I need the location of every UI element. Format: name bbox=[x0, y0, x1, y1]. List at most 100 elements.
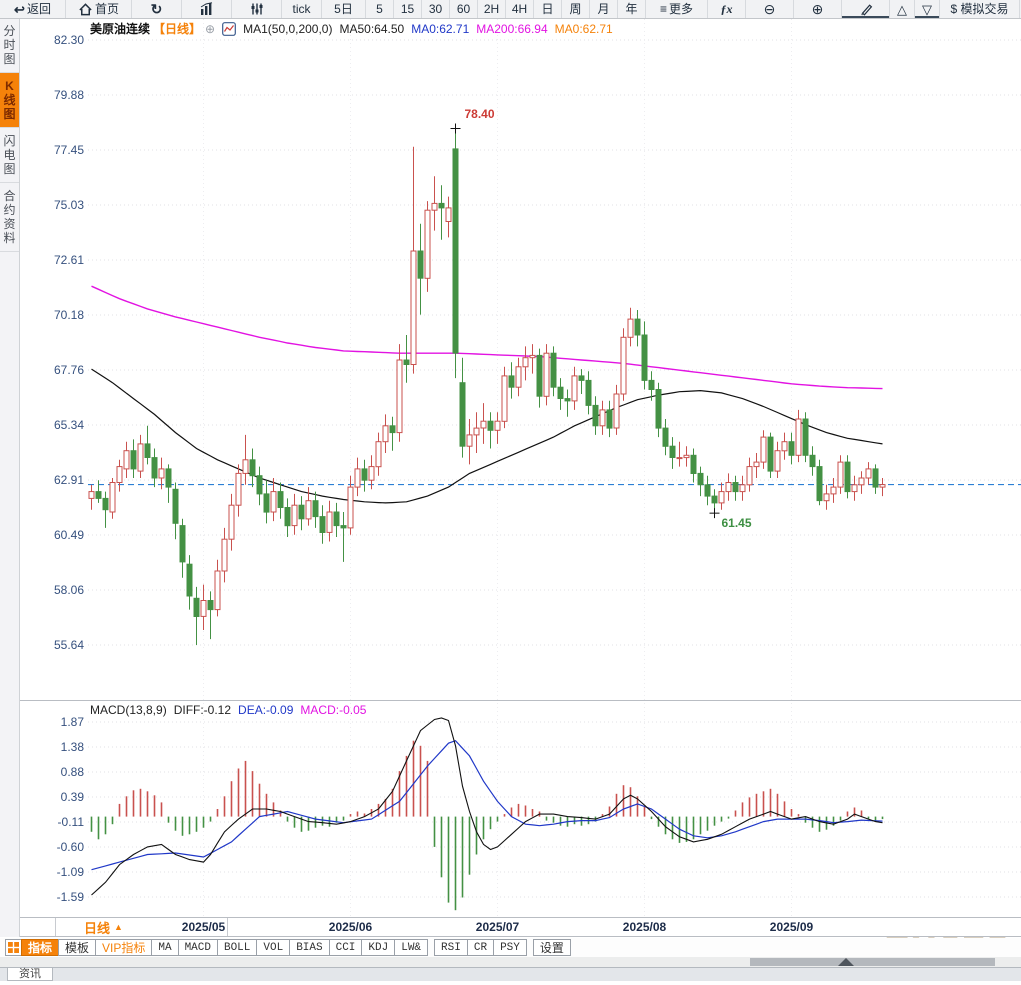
macd-axis-label: 0.39 bbox=[60, 790, 84, 804]
toolbar-draw-icon[interactable] bbox=[842, 0, 890, 18]
macd-axis-label: -0.11 bbox=[57, 815, 84, 829]
toolbar-period-year-button[interactable]: 年 bbox=[618, 0, 646, 18]
tab-vip-indicators[interactable]: VIP指标 bbox=[95, 939, 153, 956]
period-selector[interactable]: 日线 ▲ bbox=[55, 918, 228, 936]
price-axis-label: 77.45 bbox=[53, 143, 84, 157]
ma0-blue-value: MA0:62.71 bbox=[411, 21, 470, 36]
indicator-grid-icon[interactable] bbox=[5, 939, 22, 956]
price-axis-label: 62.91 bbox=[53, 473, 84, 487]
sidebar-item-flash-chart[interactable]: 闪电图 bbox=[0, 128, 19, 183]
toolbar-back-button[interactable]: ↩ 返回 bbox=[0, 0, 66, 18]
macd-axis-label: -1.59 bbox=[56, 890, 84, 904]
toolbar-period-60-button[interactable]: 60 bbox=[450, 0, 478, 18]
tab-lw[interactable]: LW& bbox=[394, 939, 429, 956]
top-toolbar: ↩ 返回 首页 ↻ tick 5日 5 15 30 60 2H 4H 日周月年 ≡ 更多 ƒx ⊖ ⊕ △ ▽ $ 模拟… bbox=[0, 0, 1021, 19]
toolbar-period-15-button[interactable]: 15 bbox=[394, 0, 422, 18]
price-axis-label: 72.61 bbox=[53, 253, 84, 267]
price-axis-label: 70.18 bbox=[53, 308, 84, 322]
tab-rsi[interactable]: RSI bbox=[434, 939, 468, 956]
price-axis-label: 65.34 bbox=[53, 418, 84, 432]
tab-bias[interactable]: BIAS bbox=[289, 939, 330, 956]
macd-axis-label: 0.88 bbox=[60, 765, 84, 779]
tab-templates[interactable]: 模板 bbox=[58, 939, 97, 956]
macd-axis-label: 1.38 bbox=[60, 740, 84, 754]
price-axis-label: 58.06 bbox=[53, 583, 84, 597]
toolbar-shape-up-icon[interactable]: △ bbox=[890, 0, 915, 18]
news-tab[interactable]: 资讯 bbox=[7, 968, 53, 981]
x-axis-label: 2025/09 bbox=[769, 920, 814, 934]
macd-axis-label: -0.60 bbox=[56, 840, 84, 854]
tab-cci[interactable]: CCI bbox=[328, 939, 363, 956]
x-axis-label: 2025/08 bbox=[622, 920, 667, 934]
x-axis-label: 2025/07 bbox=[475, 920, 520, 934]
toolbar-period-4h-button[interactable]: 4H bbox=[506, 0, 534, 18]
toolbar-period-30-button[interactable]: 30 bbox=[422, 0, 450, 18]
tab-macd[interactable]: MACD bbox=[177, 939, 218, 956]
scrollbar-grip-icon[interactable] bbox=[838, 958, 854, 966]
toolbar-tick-button[interactable]: tick bbox=[282, 0, 322, 18]
toolbar-shape-down-icon[interactable]: ▽ bbox=[915, 0, 940, 18]
tab-boll[interactable]: BOLL bbox=[216, 939, 258, 956]
sidebar-item-contract-info[interactable]: 合约资料 bbox=[0, 183, 19, 252]
price-axis-label: 67.76 bbox=[53, 363, 84, 377]
sidebar-item-kline-chart[interactable]: K线图 bbox=[0, 73, 19, 128]
kline-style-icon[interactable] bbox=[222, 21, 236, 36]
tab-cr[interactable]: CR bbox=[466, 939, 495, 956]
price-axis-label: 75.03 bbox=[53, 198, 84, 212]
tab-kdj[interactable]: KDJ bbox=[361, 939, 396, 956]
price-chart-panel[interactable] bbox=[20, 18, 1021, 700]
toolbar-period-2h-button[interactable]: 2H bbox=[478, 0, 506, 18]
ma200-value: MA200:66.94 bbox=[476, 21, 548, 36]
toolbar-fx-button[interactable]: ƒx bbox=[708, 0, 746, 18]
price-legend: 美原油连续 【日线】 ⊕ MA1(50,0,200,0) MA50:64.50 … bbox=[90, 20, 613, 37]
sidebar-item-time-chart[interactable]: 分时图 bbox=[0, 18, 19, 73]
toolbar-zoom-in-icon[interactable]: ⊕ bbox=[794, 0, 842, 18]
toolbar-period-day-button[interactable]: 日 bbox=[534, 0, 562, 18]
period-label: 【日线】 bbox=[153, 22, 202, 36]
x-axis-row: 日线 ▲ 2025/05 2025/06 2025/07 2025/08 2025/09 bbox=[20, 918, 1021, 937]
macd-params: MACD(13,8,9) bbox=[90, 703, 167, 717]
tab-indicators[interactable]: 指标 bbox=[21, 939, 60, 956]
triangle-up-icon: ▲ bbox=[114, 922, 123, 932]
high-annotation: 78.40 bbox=[464, 106, 495, 121]
diff-value: DIFF:-0.12 bbox=[173, 703, 232, 717]
toolbar-sim-trade-button[interactable]: $ 模拟交易 bbox=[940, 0, 1020, 18]
price-axis-label: 55.64 bbox=[53, 638, 84, 652]
tab-psy[interactable]: PSY bbox=[493, 939, 527, 956]
x-axis-label: 2025/06 bbox=[328, 920, 373, 934]
tab-settings[interactable]: 设置 bbox=[532, 939, 571, 956]
news-bar: 资讯 bbox=[0, 967, 1021, 981]
ma0-orange-value: MA0:62.71 bbox=[554, 21, 613, 36]
indicator-tabs-row: 指标 模板 VIP指标 MA MACD BOLL VOL BIAS CCI KDJ LW& RSI CR… bbox=[0, 938, 1021, 957]
macd-legend: MACD(13,8,9) DIFF:-0.12 DEA:-0.09 MACD:-… bbox=[90, 703, 366, 717]
toolbar-zoom-out-icon[interactable]: ⊖ bbox=[746, 0, 794, 18]
toolbar-chart-type-icon[interactable] bbox=[182, 0, 232, 18]
toolbar-home-button[interactable]: 首页 bbox=[66, 0, 132, 18]
toolbar-indicator-style-icon[interactable] bbox=[232, 0, 282, 18]
toolbar-refresh-icon[interactable]: ↻ bbox=[132, 0, 182, 18]
chart-scrollbar[interactable] bbox=[0, 957, 1021, 967]
low-annotation: 61.45 bbox=[721, 516, 752, 531]
ma-params: MA1(50,0,200,0) bbox=[243, 21, 333, 36]
macd-panel[interactable] bbox=[20, 700, 1021, 918]
x-axis-label: 2025/05 bbox=[181, 920, 226, 934]
toolbar-period-5d-button[interactable]: 5日 bbox=[322, 0, 366, 18]
price-axis-label: 79.88 bbox=[53, 88, 84, 102]
macd-axis-label: 1.87 bbox=[60, 715, 84, 729]
ma50-value: MA50:64.50 bbox=[339, 21, 405, 36]
toolbar-period-week-button[interactable]: 周 bbox=[562, 0, 590, 18]
tab-vol[interactable]: VOL bbox=[256, 939, 291, 956]
toolbar-period-5-button[interactable]: 5 bbox=[366, 0, 394, 18]
macd-axis-label: -1.09 bbox=[56, 865, 84, 879]
symbol-name: 美原油连续 bbox=[90, 22, 151, 36]
scrollbar-thumb[interactable] bbox=[750, 958, 995, 966]
toolbar-period-month-button[interactable]: 月 bbox=[590, 0, 618, 18]
left-sidebar: 分时图 K线图 闪电图 合约资料 bbox=[0, 18, 20, 937]
add-indicator-icon[interactable]: ⊕ bbox=[205, 21, 216, 36]
tab-ma[interactable]: MA bbox=[151, 939, 179, 956]
toolbar-more-button[interactable]: ≡ 更多 bbox=[646, 0, 708, 18]
dea-value: DEA:-0.09 bbox=[238, 703, 294, 717]
macd-value: MACD:-0.05 bbox=[300, 703, 367, 717]
price-axis-label: 60.49 bbox=[53, 528, 84, 542]
